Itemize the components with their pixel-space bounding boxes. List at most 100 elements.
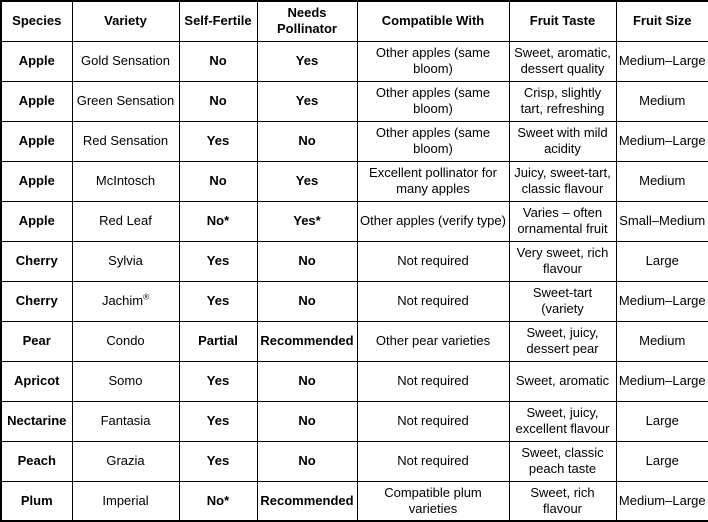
cell-species: Cherry — [0, 240, 73, 282]
table-row-2: Apple Green Sensation No Yes Other apples (s… — [0, 80, 708, 122]
cell-variety: Fantasia — [71, 400, 180, 442]
cell-needs_pollinator: No — [256, 360, 358, 402]
cell-variety: Gold Sensation — [71, 40, 180, 82]
registered-trademark-symbol: ® — [143, 292, 150, 302]
table-row-7: Cherry Jachim® Yes No Not required Sweet-tart… — [0, 280, 708, 322]
cell-compatible_with: Other apples (same bloom) — [356, 120, 510, 162]
cell-fruit_size: Medium — [615, 320, 708, 362]
cell-fruit_taste: Crisp, slightly tart, refreshing — [508, 80, 617, 122]
cell-compatible_with: Not required — [356, 440, 510, 482]
cell-fruit_taste: Sweet, aromatic, dessert quality — [508, 40, 617, 82]
cell-variety: Green Sensation — [71, 80, 180, 122]
table-row-9: Apricot Somo Yes No Not required Sweet, aroma… — [0, 360, 708, 402]
cell-variety: Red Leaf — [71, 200, 180, 242]
cell-fruit_taste: Juicy, sweet-tart, classic flavour — [508, 160, 617, 202]
cell-needs_pollinator: No — [256, 400, 358, 442]
cell-species: Apple — [0, 40, 73, 82]
cell-self_fertile: Partial — [178, 320, 258, 362]
column-header-variety: Variety — [71, 0, 180, 42]
cell-compatible_with: Not required — [356, 360, 510, 402]
table-body: Apple Gold Sensation No Yes Other apples (sa… — [0, 40, 708, 522]
column-header-fruit-taste: Fruit Taste — [508, 0, 617, 42]
column-header-compatible-with: Compatible With — [356, 0, 510, 42]
cell-variety: Sylvia — [71, 240, 180, 282]
cell-self_fertile: Yes — [178, 400, 258, 442]
cell-needs_pollinator: No — [256, 120, 358, 162]
cell-species: Apple — [0, 200, 73, 242]
cell-self_fertile: Yes — [178, 440, 258, 482]
cell-species: Cherry — [0, 280, 73, 322]
cell-fruit_size: Medium–Large — [615, 360, 708, 402]
cell-needs_pollinator: No — [256, 280, 358, 322]
cell-fruit_size: Medium–Large — [615, 280, 708, 322]
cell-self_fertile: No* — [178, 200, 258, 242]
cell-species: Apricot — [0, 360, 73, 402]
cell-self_fertile: No* — [178, 480, 258, 522]
cell-compatible_with: Other apples (same bloom) — [356, 80, 510, 122]
cell-species: Peach — [0, 440, 73, 482]
cell-fruit_size: Large — [615, 440, 708, 482]
cell-compatible_with: Not required — [356, 240, 510, 282]
cell-compatible_with: Excellent pollinator for many apples — [356, 160, 510, 202]
cell-variety: Grazia — [71, 440, 180, 482]
cell-compatible_with: Other pear varieties — [356, 320, 510, 362]
cell-variety: Jachim® — [71, 280, 180, 322]
cell-needs_pollinator: Yes* — [256, 200, 358, 242]
cell-variety: Imperial — [71, 480, 180, 522]
cell-self_fertile: No — [178, 160, 258, 202]
cell-fruit_size: Medium–Large — [615, 120, 708, 162]
cell-species: Apple — [0, 120, 73, 162]
table-row-6: Cherry Sylvia Yes No Not required Very sweet,… — [0, 240, 708, 282]
cell-fruit_size: Large — [615, 240, 708, 282]
cell-variety: McIntosch — [71, 160, 180, 202]
cell-self_fertile: No — [178, 40, 258, 82]
cell-fruit_size: Small–Medium — [615, 200, 708, 242]
cell-compatible_with: Not required — [356, 400, 510, 442]
cell-species: Apple — [0, 80, 73, 122]
cell-self_fertile: Yes — [178, 240, 258, 282]
table-row-8: Pear Condo Partial Recommended Other pear va… — [0, 320, 708, 362]
cell-self_fertile: Yes — [178, 360, 258, 402]
cell-fruit_taste: Sweet-tart (variety — [508, 280, 617, 322]
cell-fruit_taste: Sweet with mild acidity — [508, 120, 617, 162]
cell-needs_pollinator: Recommended — [256, 320, 358, 362]
cell-compatible_with: Other apples (same bloom) — [356, 40, 510, 82]
header-row: Species Variety Self-Fertile Needs Pollinat… — [0, 0, 708, 42]
cell-fruit_taste: Sweet, rich flavour — [508, 480, 617, 522]
table-row-10: Nectarine Fantasia Yes No Not required Sweet,… — [0, 400, 708, 442]
table-row-4: Apple McIntosch No Yes Excellent pollinator … — [0, 160, 708, 202]
cell-species: Pear — [0, 320, 73, 362]
cell-species: Apple — [0, 160, 73, 202]
cell-needs_pollinator: No — [256, 240, 358, 282]
cell-needs_pollinator: Recommended — [256, 480, 358, 522]
table-row-1: Apple Gold Sensation No Yes Other apples (sa… — [0, 40, 708, 82]
cell-self_fertile: No — [178, 80, 258, 122]
cell-fruit_taste: Sweet, aromatic — [508, 360, 617, 402]
column-header-fruit-size: Fruit Size — [615, 0, 708, 42]
cell-needs_pollinator: Yes — [256, 80, 358, 122]
cell-fruit_size: Medium — [615, 160, 708, 202]
cell-species: Nectarine — [0, 400, 73, 442]
cell-self_fertile: Yes — [178, 280, 258, 322]
cell-compatible_with: Not required — [356, 280, 510, 322]
cell-compatible_with: Other apples (verify type) — [356, 200, 510, 242]
column-header-self-fertile: Self-Fertile — [178, 0, 258, 42]
table-row-12: Plum Imperial No* Recommended Compatible plu… — [0, 480, 708, 522]
cell-fruit_size: Large — [615, 400, 708, 442]
cell-species: Plum — [0, 480, 73, 522]
cell-fruit_taste: Varies – often ornamental fruit — [508, 200, 617, 242]
cell-compatible_with: Compatible plum varieties — [356, 480, 510, 522]
table-header: Species Variety Self-Fertile Needs Pollinat… — [0, 0, 708, 42]
cell-variety: Condo — [71, 320, 180, 362]
column-header-species: Species — [0, 0, 73, 42]
cell-self_fertile: Yes — [178, 120, 258, 162]
cell-variety: Somo — [71, 360, 180, 402]
cell-needs_pollinator: Yes — [256, 40, 358, 82]
table-row-3: Apple Red Sensation Yes No Other apples (sam… — [0, 120, 708, 162]
table-row-11: Peach Grazia Yes No Not required Sweet, class… — [0, 440, 708, 482]
table-row-5: Apple Red Leaf No* Yes* Other apples (verify… — [0, 200, 708, 242]
cell-fruit_size: Medium–Large — [615, 480, 708, 522]
cell-needs_pollinator: Yes — [256, 160, 358, 202]
cell-variety: Red Sensation — [71, 120, 180, 162]
